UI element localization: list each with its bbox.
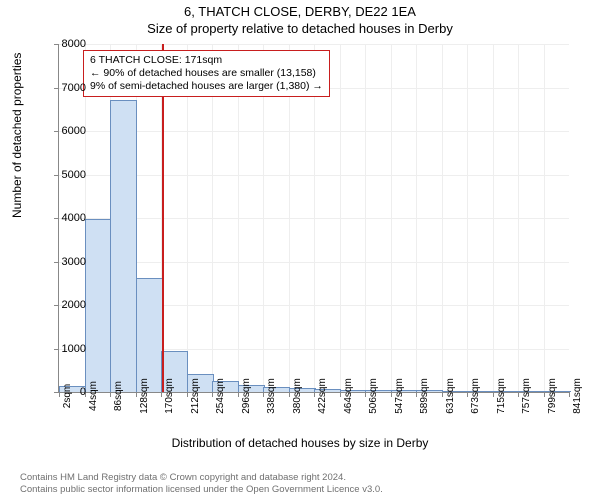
gridline-v: [518, 44, 519, 392]
ytick-label: 5000: [46, 169, 86, 181]
ytick-label: 1000: [46, 343, 86, 355]
ytick-label: 7000: [46, 82, 86, 94]
xtick-label: 547sqm: [394, 378, 405, 414]
xtick-label: 44sqm: [88, 381, 99, 411]
gridline-v: [467, 44, 468, 392]
xtick-mark: [136, 392, 137, 397]
xtick-mark: [365, 392, 366, 397]
xtick-mark: [340, 392, 341, 397]
annotation-line: 9% of semi-detached houses are larger (1…: [90, 80, 323, 93]
xtick-label: 631sqm: [445, 378, 456, 414]
xtick-label: 589sqm: [419, 378, 430, 414]
x-axis-label: Distribution of detached houses by size …: [0, 436, 600, 450]
xtick-mark: [416, 392, 417, 397]
ytick-label: 2000: [46, 299, 86, 311]
xtick-label: 86sqm: [113, 381, 124, 411]
y-axis-label: Number of detached properties: [10, 53, 24, 218]
xtick-label: 380sqm: [292, 378, 303, 414]
xtick-mark: [544, 392, 545, 397]
histogram-bar: [110, 100, 137, 392]
xtick-mark: [238, 392, 239, 397]
xtick-mark: [314, 392, 315, 397]
xtick-mark: [569, 392, 570, 397]
xtick-mark: [110, 392, 111, 397]
xtick-label: 128sqm: [139, 378, 150, 414]
xtick-label: 673sqm: [470, 378, 481, 414]
xtick-mark: [212, 392, 213, 397]
xtick-label: 841sqm: [572, 378, 583, 414]
gridline-v: [391, 44, 392, 392]
chart-title-line1: 6, THATCH CLOSE, DERBY, DE22 1EA: [0, 0, 600, 19]
xtick-mark: [391, 392, 392, 397]
footer-line2: Contains public sector information licen…: [20, 484, 383, 496]
ytick-label: 4000: [46, 212, 86, 224]
xtick-mark: [467, 392, 468, 397]
xtick-label: 2sqm: [62, 384, 73, 408]
xtick-mark: [442, 392, 443, 397]
chart-container: 6, THATCH CLOSE, DERBY, DE22 1EA Size of…: [0, 0, 600, 500]
histogram-bar: [136, 278, 163, 392]
xtick-label: 170sqm: [164, 378, 175, 414]
gridline-v: [365, 44, 366, 392]
ytick-label: 6000: [46, 125, 86, 137]
xtick-label: 757sqm: [521, 378, 532, 414]
footer-line1: Contains HM Land Registry data © Crown c…: [20, 472, 383, 484]
plot-area: 6 THATCH CLOSE: 171sqm← 90% of detached …: [58, 44, 569, 393]
xtick-label: 464sqm: [343, 378, 354, 414]
xtick-mark: [161, 392, 162, 397]
xtick-label: 338sqm: [266, 378, 277, 414]
xtick-label: 212sqm: [190, 378, 201, 414]
xtick-mark: [263, 392, 264, 397]
gridline-v: [442, 44, 443, 392]
xtick-label: 506sqm: [368, 378, 379, 414]
xtick-mark: [493, 392, 494, 397]
annotation-line: 6 THATCH CLOSE: 171sqm: [90, 54, 323, 67]
footer-attribution: Contains HM Land Registry data © Crown c…: [20, 472, 383, 496]
xtick-label: 254sqm: [215, 378, 226, 414]
ytick-label: 3000: [46, 256, 86, 268]
gridline-v: [493, 44, 494, 392]
ytick-label: 8000: [46, 38, 86, 50]
xtick-mark: [289, 392, 290, 397]
chart-title-line2: Size of property relative to detached ho…: [0, 19, 600, 36]
gridline-v: [544, 44, 545, 392]
xtick-label: 422sqm: [317, 378, 328, 414]
histogram-bar: [85, 219, 112, 392]
annotation-box: 6 THATCH CLOSE: 171sqm← 90% of detached …: [83, 50, 330, 97]
xtick-mark: [187, 392, 188, 397]
xtick-label: 715sqm: [496, 378, 507, 414]
gridline-v: [340, 44, 341, 392]
annotation-line: ← 90% of detached houses are smaller (13…: [90, 67, 323, 80]
xtick-label: 799sqm: [547, 378, 558, 414]
gridline-v: [416, 44, 417, 392]
xtick-mark: [518, 392, 519, 397]
xtick-label: 296sqm: [241, 378, 252, 414]
